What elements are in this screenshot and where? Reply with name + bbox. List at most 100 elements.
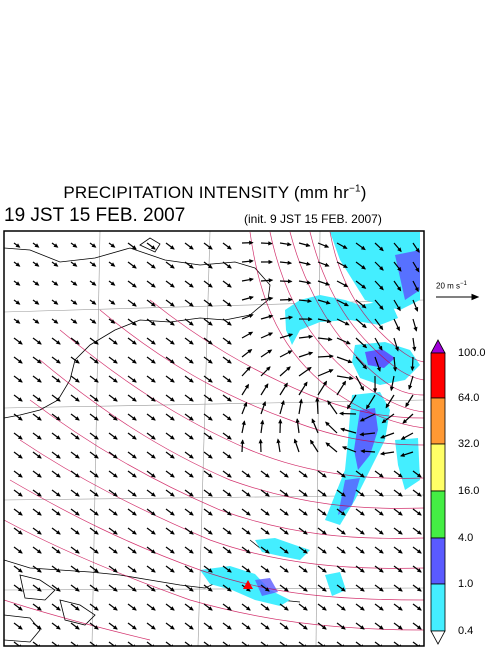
wind-vector-head (415, 247, 420, 253)
wind-vector-head (226, 397, 232, 402)
wind-vector-head (169, 416, 175, 421)
wind-vector-head (169, 435, 175, 440)
wind-vector-head (326, 318, 332, 324)
wind-vector-head (378, 587, 384, 592)
wind-vector-head (15, 300, 21, 305)
wind-vector-head (169, 625, 175, 630)
wind-vector-head (169, 606, 175, 611)
wind-vector-head (378, 492, 384, 497)
wind-vector-head (303, 381, 308, 387)
wind-vector-head (302, 568, 308, 573)
wind-vector-head (17, 530, 23, 535)
wind-vector-head (410, 366, 415, 372)
wind-vector-head (397, 587, 403, 592)
wind-vector-head (131, 530, 137, 535)
wind-vector-head (414, 287, 419, 293)
colorbar-segment-32-64 (430, 397, 446, 445)
wind-vector-head (74, 625, 80, 630)
wind-vector-head (131, 264, 137, 269)
wind-vector-head (207, 511, 213, 516)
wind-vector-head (324, 262, 330, 267)
wind-vector-head (36, 435, 42, 440)
wind-vector-head (72, 319, 78, 324)
wind-vector-head (150, 359, 156, 364)
wind-vector-head (112, 378, 118, 383)
wind-vector-head (93, 492, 99, 497)
wind-vector (127, 641, 135, 646)
wind-vector-head (188, 492, 194, 497)
wind-vector-head (169, 378, 175, 383)
wind-vector-head (74, 454, 80, 459)
wind-vector-head (362, 364, 368, 370)
wind-vector-head (286, 366, 291, 371)
wind-vector-head (278, 418, 283, 424)
wind-vector-head (343, 302, 349, 307)
wind-vector-head (226, 378, 232, 383)
wind-vector-head (268, 296, 274, 301)
wind-vector-head (72, 300, 78, 305)
wind-vector-head (280, 399, 285, 405)
wind-vector-head (306, 261, 312, 266)
wind-vector-head (395, 326, 400, 332)
wind-vector-head (381, 418, 387, 424)
wind-vector-head (93, 435, 99, 440)
colorbar-segment-04-1 (430, 583, 446, 632)
wind-vector-head (339, 411, 344, 416)
wind-vector-head (359, 606, 365, 611)
wind-vector-head (268, 332, 274, 337)
wind-vector-head (340, 587, 346, 592)
colorbar-bottom-triangle (430, 630, 446, 645)
wind-vector-head (361, 303, 367, 309)
wind-vector (317, 641, 325, 646)
wind-vector-head (112, 359, 118, 364)
wind-vector-head (34, 243, 40, 248)
wind-vector-head (188, 283, 194, 288)
wind-vector-head (283, 606, 289, 611)
wind-vector-head (226, 283, 232, 288)
wind-vector-head (310, 439, 315, 445)
wind-vector-head (379, 266, 384, 271)
wind-vector-head (328, 369, 334, 374)
wind-vector-head (55, 359, 61, 364)
wind-vector-head (302, 511, 308, 516)
wind-vector-head (268, 278, 274, 283)
wind-vector (260, 641, 268, 646)
wind-vector-head (207, 245, 213, 250)
wind-vector-head (131, 454, 137, 459)
wind-vector-head (268, 314, 274, 319)
wind-vector-head (267, 349, 273, 354)
wind-vector (108, 641, 116, 646)
wind-vector-head (262, 401, 267, 406)
wind-vector-head (385, 403, 390, 409)
wind-vector-head (36, 568, 42, 573)
wind-vector-head (36, 549, 42, 554)
wind-vector-head (17, 473, 23, 478)
wind-vector-head (34, 300, 40, 305)
wind-vector-head (264, 473, 270, 478)
wind-vector-head (376, 366, 381, 372)
wind-vector-head (359, 511, 365, 516)
wind-vector (32, 641, 40, 646)
wind-vector-head (264, 530, 270, 535)
wind-vector-head (169, 511, 175, 516)
wind-vector-head (321, 568, 327, 573)
wind-vector-head (53, 300, 59, 305)
wind-vector-head (17, 359, 23, 364)
colorbar-segment-16-32 (430, 443, 446, 492)
wind-vector-head (93, 416, 99, 421)
wind-vector-head (416, 492, 422, 497)
wind-vector-head (91, 281, 97, 286)
wind-vector-head (287, 350, 293, 355)
wind-vector-head (36, 359, 42, 364)
wind-vector-head (112, 416, 118, 421)
wind-vector-head (169, 397, 175, 402)
wind-vector-head (169, 473, 175, 478)
wind-vector-head (260, 419, 265, 425)
wind-vector-head (53, 281, 59, 286)
wind-vector-head (283, 530, 289, 535)
wind-vector-head (226, 530, 232, 535)
wind-vector-head (321, 530, 327, 535)
wind-vector-head (295, 418, 300, 423)
wind-vector-head (342, 244, 348, 249)
wind-vector-head (246, 366, 251, 372)
